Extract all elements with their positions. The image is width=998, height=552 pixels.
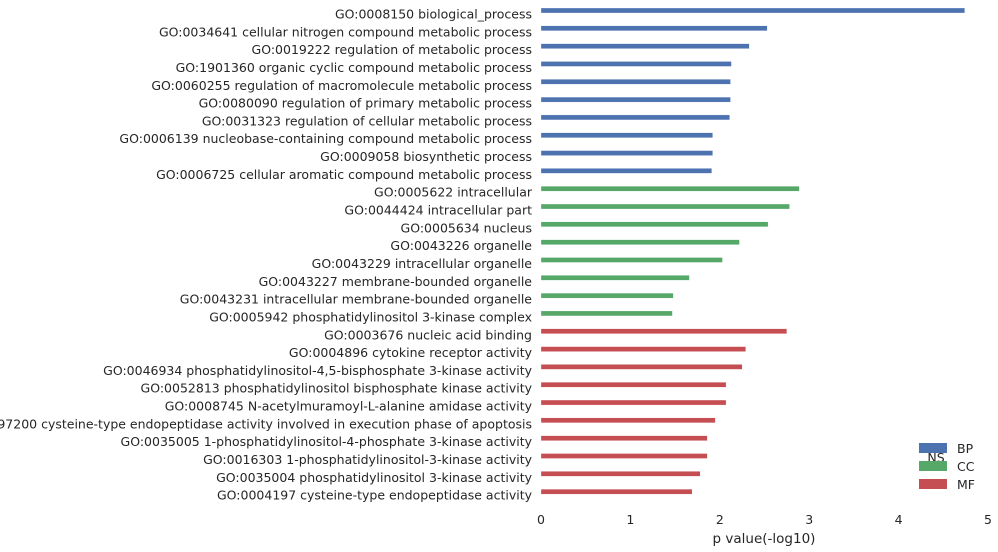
category-label: GO:0080090 regulation of primary metabol… <box>199 96 532 111</box>
legend-swatch <box>919 461 947 471</box>
bar <box>540 25 768 31</box>
category-label: GO:0052813 phosphatidylinositol bisphosp… <box>141 381 533 396</box>
bar <box>540 186 800 192</box>
category-label: GO:0009058 biosynthetic process <box>320 149 532 164</box>
bar <box>540 292 674 299</box>
category-label: GO:0006725 cellular aromatic compound me… <box>156 167 532 182</box>
category-label: GO:0043229 intracellular organelle <box>312 256 533 271</box>
bar <box>540 346 746 352</box>
bar <box>540 114 730 121</box>
bar <box>540 168 712 174</box>
category-label: GO:0008745 N-acetylmuramoyl-L-alanine am… <box>165 399 533 414</box>
x-tick-label: 0 <box>537 512 545 527</box>
category-label: GO:0003676 nucleic acid binding <box>324 327 532 342</box>
legend-label: CC <box>957 459 975 474</box>
x-axis-label: p value(-log10) <box>713 531 816 547</box>
legend-swatch <box>919 479 947 489</box>
category-label: GO:0008150 biological_process <box>335 7 532 22</box>
bar <box>540 79 731 85</box>
category-label: GO:0043226 organelle <box>390 238 532 253</box>
category-label: GO:0043227 membrane-bounded organelle <box>259 274 533 289</box>
bar <box>540 239 740 245</box>
bar <box>540 453 708 459</box>
bar <box>540 203 790 210</box>
category-label: GO:0097200 cysteine-type endopeptidase a… <box>0 416 532 431</box>
bar <box>540 43 750 49</box>
category-label: GO:0044424 intracellular part <box>344 203 532 218</box>
category-label: GO:0005942 phosphatidylinositol 3-kinase… <box>209 309 532 324</box>
x-tick-label: 1 <box>626 512 634 527</box>
category-label: GO:0006139 nucleobase-containing compoun… <box>119 131 532 146</box>
legend-label: MF <box>957 477 975 492</box>
category-label: GO:0031323 regulation of cellular metabo… <box>202 113 532 128</box>
bar <box>540 399 727 406</box>
bar <box>540 364 743 370</box>
x-tick-labels-group: 0 1 2 3 4 5 <box>537 512 992 527</box>
bar <box>540 417 716 424</box>
bar <box>540 488 693 495</box>
category-label: GO:0035004 phosphatidylinositol 3-kinase… <box>216 470 533 485</box>
category-labels-group: GO:0008150 biological_process GO:0034641 … <box>0 7 533 503</box>
bars-group <box>540 7 965 495</box>
bar <box>540 275 690 281</box>
category-label: GO:0004197 cysteine-type endopeptidase a… <box>217 488 533 503</box>
category-label: GO:0043231 intracellular membrane-bounde… <box>180 292 533 307</box>
x-tick-label: 3 <box>805 512 813 527</box>
x-tick-label: 4 <box>895 512 903 527</box>
bar <box>540 471 701 477</box>
category-label: GO:0046934 phosphatidylinositol-4,5-bisp… <box>103 363 532 378</box>
legend-label: BP <box>957 441 974 456</box>
category-label: GO:0016303 1-phosphatidylinositol-3-kina… <box>203 452 533 467</box>
x-tick-label: 5 <box>984 512 992 527</box>
category-label: GO:0005622 intracellular <box>374 185 533 200</box>
bar <box>540 382 727 388</box>
bar <box>540 328 788 334</box>
bar <box>540 150 713 156</box>
bar <box>540 132 713 138</box>
category-label: GO:0060255 regulation of macromolecule m… <box>151 78 532 93</box>
bar <box>540 96 731 103</box>
category-label: GO:0034641 cellular nitrogen compound me… <box>159 24 532 39</box>
bar <box>540 310 673 317</box>
bar <box>540 221 769 227</box>
bar <box>540 61 732 67</box>
category-label: GO:1901360 organic cyclic compound metab… <box>176 60 532 75</box>
category-label: GO:0005634 nucleus <box>401 220 532 235</box>
category-label: GO:0035005 1-phosphatidylinositol-4-phos… <box>121 434 533 449</box>
category-label: GO:0004896 cytokine receptor activity <box>289 345 533 360</box>
legend-swatch <box>919 443 947 453</box>
bar <box>540 257 723 263</box>
x-tick-label: 2 <box>716 512 724 527</box>
category-label: GO:0019222 regulation of metabolic proce… <box>252 42 532 57</box>
bar <box>540 7 965 14</box>
bar <box>540 435 708 441</box>
